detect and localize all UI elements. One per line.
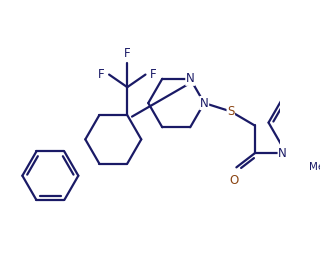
Text: F: F bbox=[124, 47, 131, 60]
Text: F: F bbox=[98, 68, 105, 81]
Text: N: N bbox=[278, 147, 287, 160]
Text: O: O bbox=[229, 174, 238, 187]
Text: S: S bbox=[227, 105, 235, 118]
Text: N: N bbox=[200, 96, 209, 109]
Text: N: N bbox=[186, 72, 195, 85]
Text: F: F bbox=[150, 68, 156, 81]
Text: Me: Me bbox=[309, 162, 320, 172]
